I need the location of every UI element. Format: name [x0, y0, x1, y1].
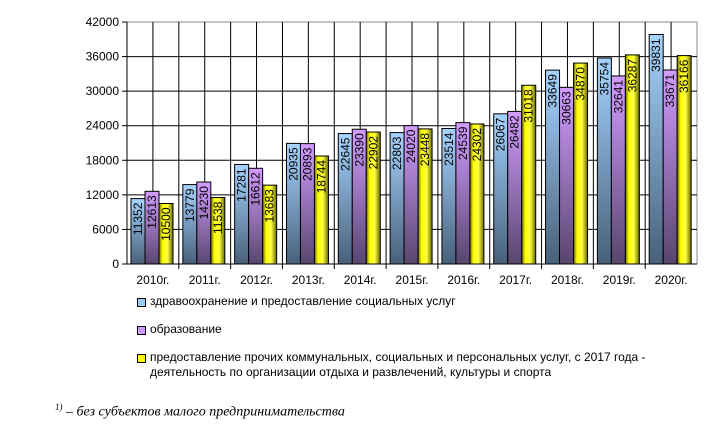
data-label: 39831	[649, 38, 663, 72]
data-label: 22803	[390, 136, 404, 170]
data-label: 17281	[235, 168, 249, 202]
legend-item: предоставление прочих коммунальных, соци…	[137, 350, 697, 380]
legend: здравоохранение и предоставление социаль…	[137, 294, 697, 393]
data-label: 11352	[131, 202, 145, 235]
data-label: 11538	[211, 201, 225, 234]
y-tick-label: 6000	[92, 222, 119, 236]
x-tick-label: 2014г.	[344, 273, 377, 287]
legend-label: здравоохранение и предоставление социаль…	[150, 294, 456, 308]
data-label: 10500	[159, 207, 173, 241]
data-label: 33671	[663, 74, 677, 108]
data-label: 34870	[574, 67, 588, 101]
y-tick-label: 18000	[86, 153, 120, 167]
x-tick-label: 2012г.	[240, 273, 273, 287]
data-label: 13779	[183, 188, 197, 222]
legend-item: здравоохранение и предоставление социаль…	[137, 294, 697, 309]
data-label: 23514	[442, 132, 456, 166]
data-label: 23390	[352, 133, 366, 167]
x-tick-label: 2013г.	[292, 273, 325, 287]
data-label: 26482	[508, 115, 522, 149]
data-label: 32641	[611, 80, 625, 114]
y-tick-label: 30000	[86, 84, 120, 98]
x-tick-label: 2017г.	[499, 273, 532, 287]
y-tick-label: 12000	[86, 188, 120, 202]
x-tick-label: 2018г.	[551, 273, 584, 287]
x-tick-label: 2010г.	[136, 273, 169, 287]
data-label: 23448	[418, 133, 432, 167]
legend-swatch	[137, 326, 146, 335]
data-label: 36287	[625, 59, 639, 93]
data-label: 33649	[546, 74, 560, 108]
legend-swatch	[137, 298, 146, 307]
footnote-text: – без субъектов малого предпринимательст…	[62, 404, 345, 420]
x-tick-label: 2011г.	[189, 273, 221, 287]
data-label: 13683	[263, 189, 277, 223]
data-label: 16612	[249, 172, 263, 206]
y-tick-label: 0	[112, 257, 119, 271]
data-label: 31018	[522, 89, 536, 123]
data-label: 24020	[404, 129, 418, 163]
bar-chart: 11352 12613 10500 13779 14230 11538 17281 16612…	[86, 15, 698, 287]
legend-swatch	[137, 354, 146, 363]
legend-item: образование	[137, 322, 697, 337]
x-tick-label: 2016г.	[447, 273, 480, 287]
data-label: 20893	[300, 147, 314, 181]
legend-label: предоставление прочих коммунальных, соци…	[150, 350, 646, 379]
footnote: 1) – без субъектов малого предпринимател…	[55, 402, 345, 421]
data-label: 22902	[366, 136, 380, 170]
data-label: 20935	[286, 147, 300, 181]
data-label: 36166	[677, 59, 691, 93]
data-label: 18744	[314, 160, 328, 194]
data-label: 35754	[597, 62, 611, 96]
data-label: 24302	[470, 128, 484, 162]
legend-label: образование	[150, 322, 222, 336]
data-label: 14230	[197, 186, 211, 220]
x-tick-label: 2019г.	[603, 273, 636, 287]
x-tick-label: 2015г.	[396, 273, 429, 287]
y-tick-label: 36000	[86, 50, 120, 64]
y-tick-label: 24000	[86, 119, 120, 133]
data-label: 26067	[494, 117, 508, 151]
data-label: 12613	[145, 195, 159, 229]
data-label: 24539	[456, 126, 470, 160]
data-label: 22645	[338, 137, 352, 171]
x-tick-label: 2020г.	[655, 273, 688, 287]
y-tick-label: 42000	[86, 15, 120, 29]
footnote-mark: 1)	[55, 402, 63, 412]
data-label: 30663	[560, 91, 574, 125]
